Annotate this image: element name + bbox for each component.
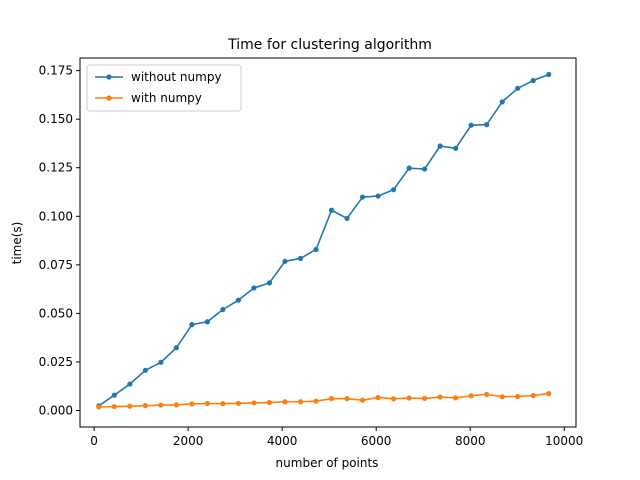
- data-point-s0-2: [127, 381, 133, 387]
- x-tick-label: 2000: [173, 434, 204, 448]
- data-point-s1-0: [96, 404, 102, 410]
- data-point-s1-13: [297, 399, 304, 405]
- data-point-s1-23: [453, 395, 459, 401]
- data-point-s0-5: [173, 345, 179, 351]
- data-point-s0-19: [390, 187, 397, 193]
- x-tick-label: 6000: [361, 434, 392, 448]
- data-point-s0-23: [453, 145, 459, 151]
- x-tick-label: 4000: [267, 434, 298, 448]
- legend-label: with numpy: [131, 91, 202, 105]
- data-point-s0-9: [235, 297, 242, 303]
- y-tick-label: 0.050: [39, 306, 73, 320]
- x-tick-label: 10000: [545, 434, 583, 448]
- data-point-s1-6: [189, 401, 195, 407]
- legend-marker-1: [106, 95, 112, 101]
- data-point-s0-8: [220, 306, 226, 313]
- data-point-s1-12: [282, 399, 288, 405]
- axes-frame: [79, 57, 577, 428]
- chart-title: Time for clustering algorithm: [227, 37, 432, 53]
- data-point-s0-25: [484, 122, 490, 128]
- data-point-s0-15: [328, 207, 335, 213]
- y-tick-label: 0.150: [39, 112, 73, 126]
- data-point-s1-18: [375, 394, 381, 401]
- legend: without numpy with numpy: [86, 64, 242, 112]
- data-point-s0-27: [515, 85, 521, 91]
- data-point-s0-22: [437, 143, 443, 149]
- y-tick-label: 0.125: [39, 161, 73, 175]
- data-point-s0-11: [266, 280, 273, 286]
- y-tick-label: 0.000: [39, 403, 73, 417]
- y-axis-label: time(s): [10, 222, 24, 265]
- data-point-s0-14: [313, 246, 319, 253]
- plot-area: [96, 71, 552, 410]
- axes: 0 2000 4000 6000 8000 10000 0.000 0.025 0.050 0.0…: [39, 57, 583, 448]
- data-point-s0-6: [189, 322, 195, 328]
- data-point-s0-4: [158, 359, 164, 365]
- data-point-s0-7: [204, 319, 211, 325]
- data-point-s1-7: [204, 400, 211, 407]
- data-point-s1-15: [328, 396, 335, 402]
- data-point-s1-8: [220, 401, 226, 407]
- y-tick-label: 0.025: [39, 355, 73, 369]
- data-point-s1-24: [468, 393, 474, 399]
- data-point-s1-27: [515, 393, 521, 400]
- data-point-s1-9: [235, 400, 242, 406]
- data-point-s0-24: [468, 122, 474, 128]
- data-point-s0-20: [406, 165, 412, 171]
- data-point-s1-20: [406, 395, 412, 401]
- data-point-s1-19: [390, 396, 397, 402]
- data-point-s1-17: [359, 397, 366, 403]
- data-point-s1-26: [499, 394, 505, 400]
- data-point-s0-3: [142, 367, 148, 373]
- data-point-s0-28: [530, 77, 536, 84]
- data-point-s1-4: [158, 402, 164, 408]
- legend-marker-0: [106, 74, 112, 80]
- data-point-s1-5: [173, 402, 179, 408]
- y-tick-label: 0.075: [39, 258, 73, 272]
- data-point-s1-29: [546, 391, 552, 397]
- x-tick-label: 8000: [455, 434, 486, 448]
- data-point-s0-18: [375, 193, 381, 199]
- data-point-s0-10: [251, 285, 257, 291]
- data-point-s0-17: [359, 194, 366, 200]
- y-tick-label: 0.100: [39, 209, 73, 223]
- data-point-s0-21: [422, 166, 428, 172]
- data-point-s0-29: [546, 71, 552, 78]
- data-point-s1-25: [484, 391, 490, 397]
- x-axis-label: number of points: [276, 456, 379, 470]
- legend-label: without numpy: [131, 70, 222, 84]
- data-point-s1-16: [344, 396, 350, 402]
- data-point-s0-1: [111, 392, 117, 398]
- data-point-s0-26: [499, 99, 505, 105]
- data-point-s0-13: [297, 255, 304, 262]
- x-tick-label: 0: [90, 434, 98, 448]
- data-point-s1-21: [422, 395, 428, 402]
- data-point-s1-28: [530, 392, 536, 399]
- data-point-s0-12: [282, 258, 288, 264]
- data-point-s1-22: [437, 394, 443, 400]
- data-point-s1-3: [142, 403, 148, 409]
- data-point-s1-10: [251, 400, 257, 406]
- data-point-s0-16: [344, 215, 350, 222]
- data-point-s1-2: [127, 403, 133, 409]
- legend-box: [86, 64, 242, 112]
- data-point-s1-1: [111, 404, 117, 410]
- data-point-s1-11: [266, 399, 273, 406]
- data-point-s1-14: [313, 398, 319, 404]
- y-tick-label: 0.175: [39, 64, 73, 78]
